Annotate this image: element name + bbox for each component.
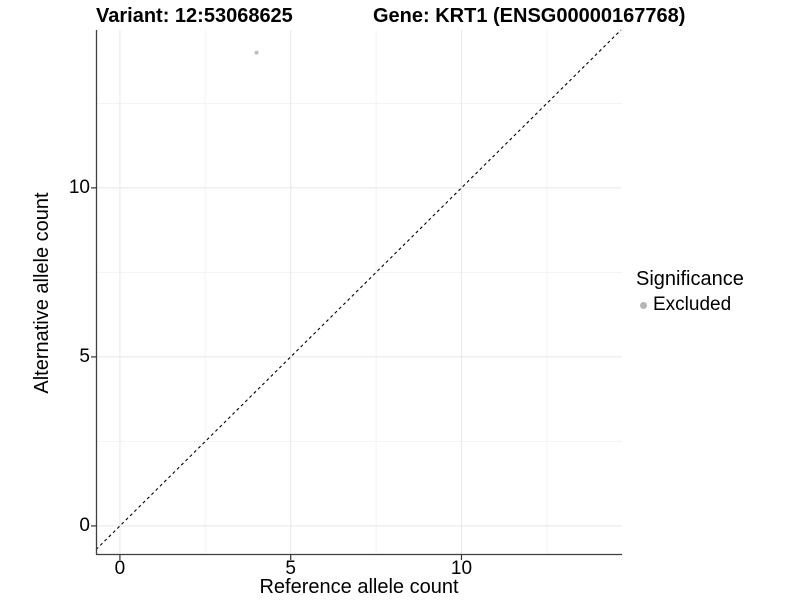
legend-title: Significance	[636, 268, 744, 290]
data-point	[254, 50, 259, 55]
y-tick-label: 5	[79, 345, 90, 367]
x-axis-title: Reference allele count	[259, 576, 459, 598]
x-tick-label: 5	[285, 558, 296, 579]
x-tick-label: 10	[450, 558, 473, 579]
plot-title-gene: Gene: KRT1 (ENSG00000167768)	[373, 5, 686, 27]
identity-line	[95, 29, 622, 550]
legend-key-dot-icon	[640, 301, 647, 309]
y-tick-label: 0	[79, 514, 90, 536]
legend-item-excluded: Excluded	[636, 293, 744, 317]
legend: Significance Excluded	[636, 266, 744, 317]
plot-title-variant: Variant: 12:53068625	[96, 5, 293, 27]
plot-panel	[91, 29, 622, 560]
legend-item-label: Excluded	[653, 294, 732, 315]
x-tick-label: 0	[114, 558, 126, 579]
y-tick-label: 10	[68, 176, 90, 198]
